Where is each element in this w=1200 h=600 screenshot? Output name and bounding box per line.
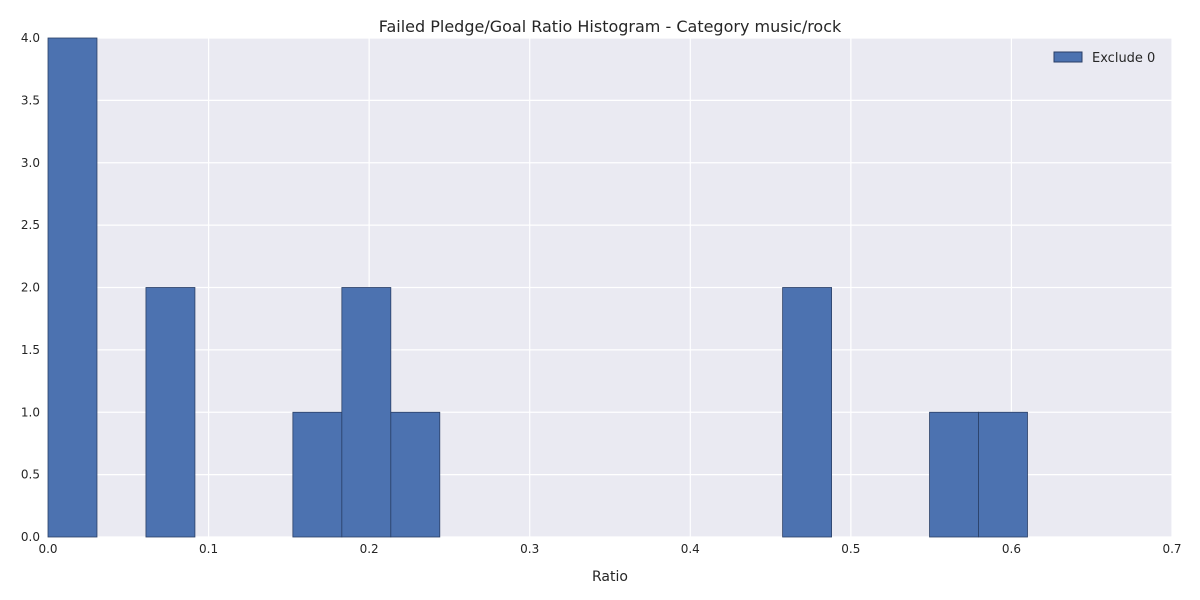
x-tick-label: 0.6 (1002, 542, 1021, 556)
x-tick-label: 0.4 (681, 542, 700, 556)
y-tick-label: 1.0 (21, 405, 40, 419)
bars-group (47, 37, 1028, 538)
histogram-bar (292, 411, 343, 538)
chart-title: Failed Pledge/Goal Ratio Histogram - Cat… (379, 17, 842, 36)
y-axis-ticks: 0.0 0.5 1.0 1.5 2.0 2.5 3.0 3.5 4.0 (21, 31, 40, 544)
x-tick-label: 0.1 (199, 542, 218, 556)
histogram-bar (47, 37, 98, 538)
y-tick-label: 2.0 (21, 281, 40, 295)
y-tick-label: 2.5 (21, 218, 40, 232)
x-tick-label: 0.5 (841, 542, 860, 556)
y-tick-label: 0.0 (21, 530, 40, 544)
x-axis-label: Ratio (592, 569, 628, 585)
x-tick-label: 0.2 (360, 542, 379, 556)
x-tick-label: 0.3 (520, 542, 539, 556)
histogram-bar (978, 411, 1028, 538)
y-tick-label: 4.0 (21, 31, 40, 45)
y-tick-label: 3.0 (21, 156, 40, 170)
y-tick-label: 3.5 (21, 93, 40, 107)
histogram-bar (390, 411, 441, 538)
grid-lines (47, 37, 1173, 538)
y-tick-label: 0.5 (21, 468, 40, 482)
histogram-bar (145, 287, 196, 538)
x-tick-label: 0.7 (1162, 542, 1181, 556)
x-axis-ticks: 0.0 0.1 0.2 0.3 0.4 0.5 0.6 0.7 (38, 542, 1181, 556)
histogram-bar (782, 287, 832, 538)
histogram-bar (929, 411, 979, 538)
legend-swatch (1053, 51, 1083, 63)
x-tick-label: 0.0 (38, 542, 57, 556)
histogram-bar (341, 287, 392, 538)
legend: Exclude 0 (1053, 51, 1155, 66)
y-tick-label: 1.5 (21, 343, 40, 357)
legend-label: Exclude 0 (1092, 51, 1155, 66)
